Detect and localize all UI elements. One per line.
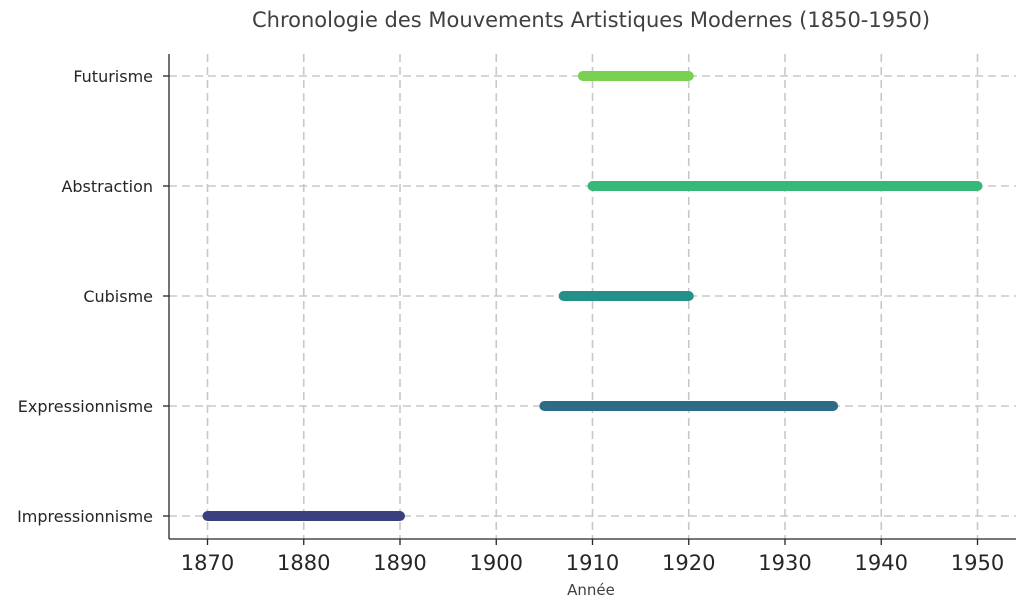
y-tick-label-1: Expressionnisme [18,397,153,416]
y-tick-label-3: Abstraction [61,177,153,196]
timeline-bars [202,71,983,521]
x-tick-label-1910: 1910 [566,551,619,575]
x-tick-label-1880: 1880 [277,551,330,575]
y-tick-label-0: Impressionnisme [17,507,153,526]
x-tick-label-1890: 1890 [373,551,426,575]
x-axis-label: Année [567,581,615,599]
x-tick-label-1900: 1900 [470,551,523,575]
x-tick-label-1940: 1940 [855,551,908,575]
x-ticks: 1870 1880 1890 1900 1910 1920 1930 1940 1950 [181,539,1004,575]
chart-title: Chronologie des Mouvements Artistiques M… [252,8,930,32]
x-tick-label-1920: 1920 [662,551,715,575]
y-ticks: Impressionnisme Expressionnisme Cubisme Abs… [17,67,169,526]
x-tick-label-1950: 1950 [951,551,1004,575]
x-tick-label-1870: 1870 [181,551,234,575]
y-tick-label-2: Cubisme [83,287,153,306]
y-tick-label-4: Futurisme [73,67,153,86]
x-tick-label-1930: 1930 [758,551,811,575]
